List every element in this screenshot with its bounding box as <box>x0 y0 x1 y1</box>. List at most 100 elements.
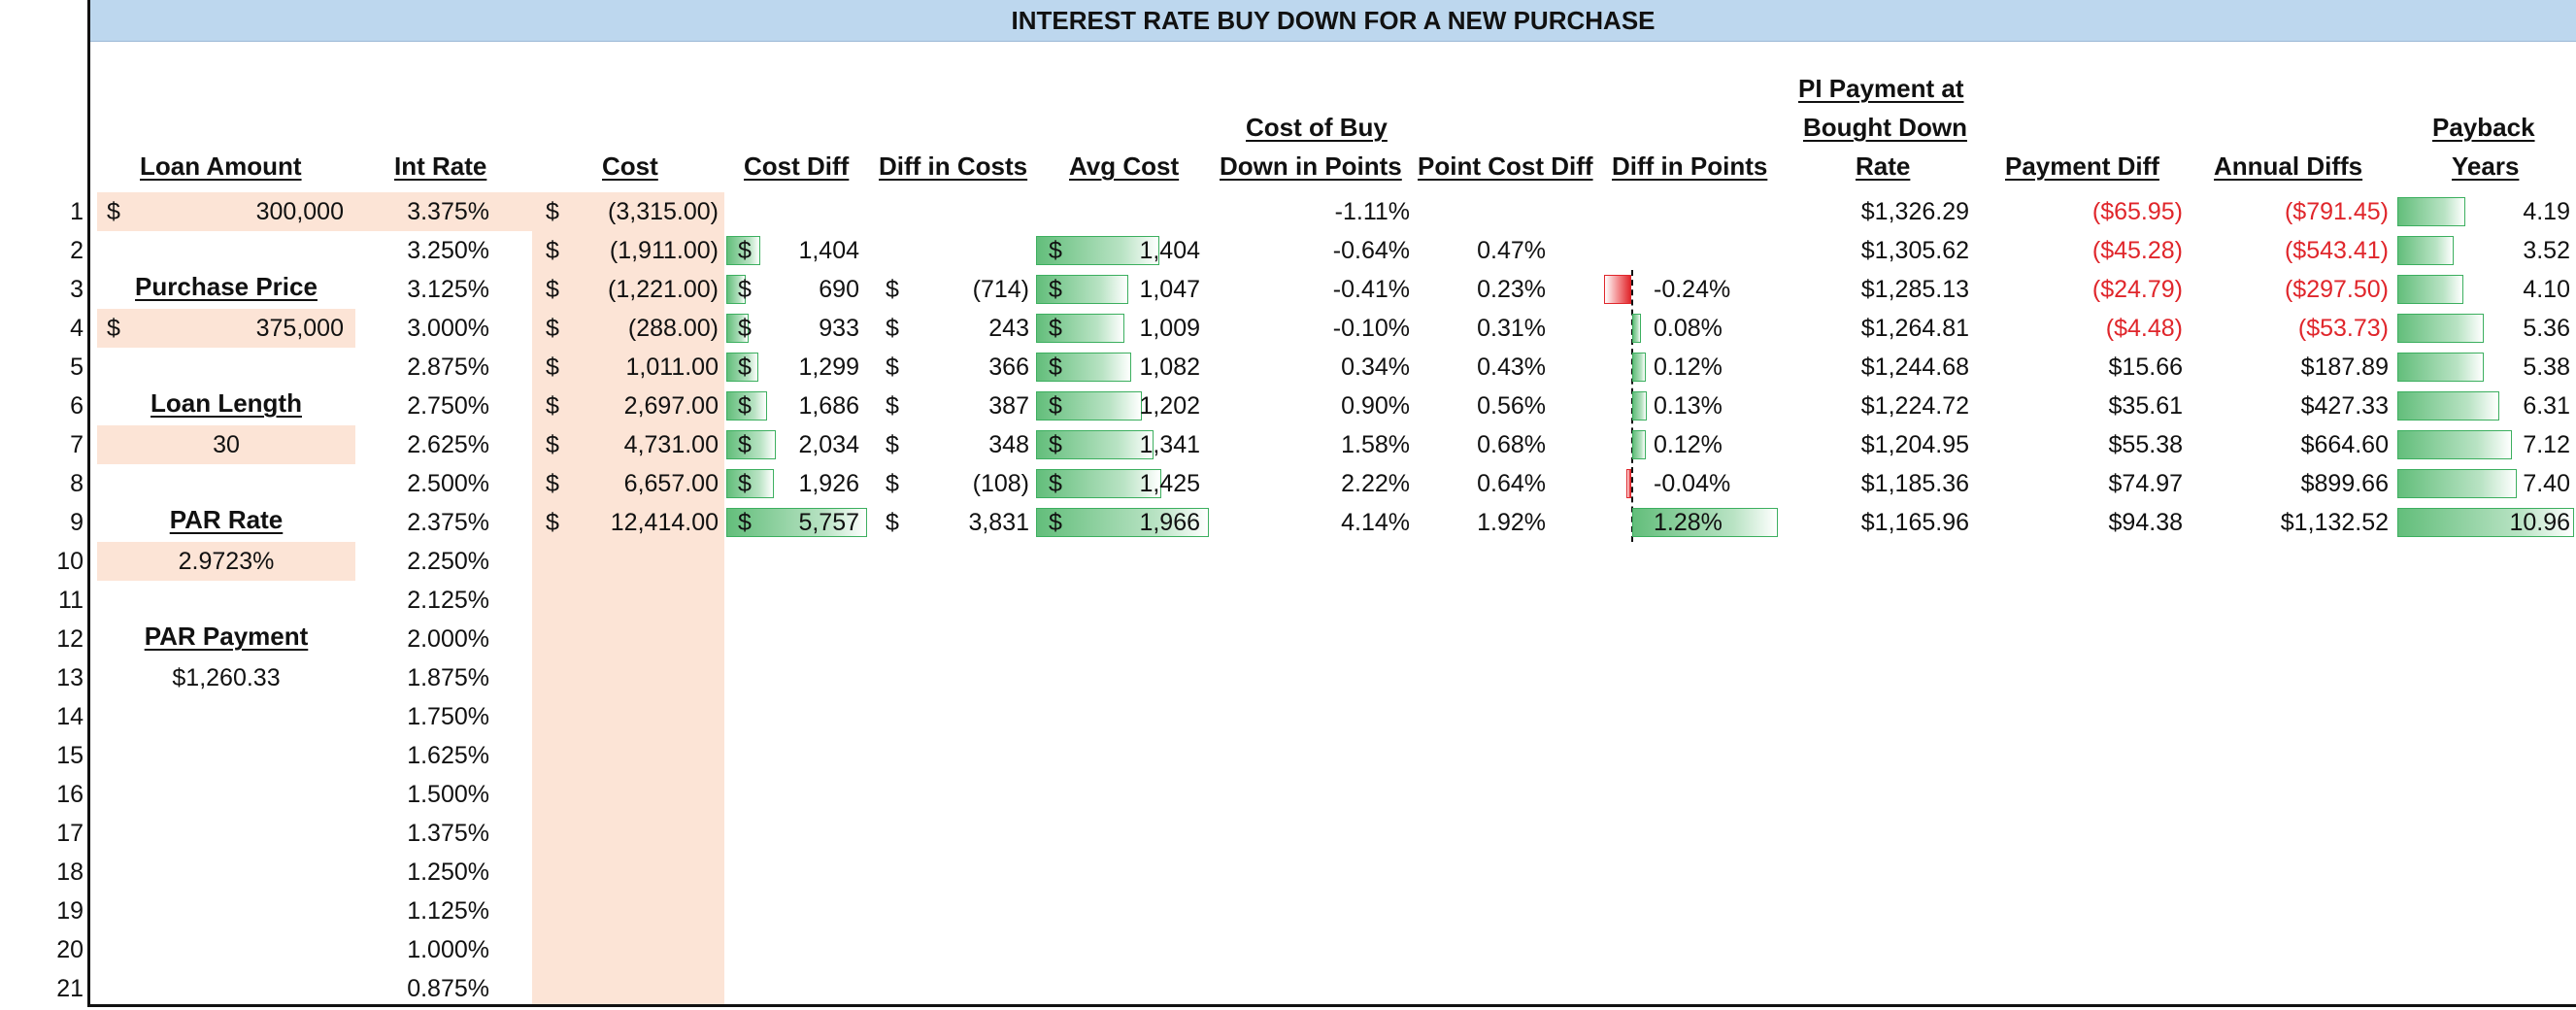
payback-cell[interactable]: 4.19 <box>2523 198 2570 225</box>
purchase-price-value[interactable]: 375,000 <box>255 315 344 342</box>
point-cost-diff-cell[interactable]: 0.43% <box>1477 354 1546 381</box>
payback-cell[interactable]: 5.38 <box>2523 354 2570 381</box>
payment-diff-cell[interactable]: ($4.48) <box>2105 315 2183 342</box>
points-cell[interactable]: -1.11% <box>1334 198 1410 225</box>
diff-in-points-cell[interactable]: 0.13% <box>1654 392 1723 420</box>
header-avg-cost[interactable]: Avg Cost <box>1069 152 1180 181</box>
loan-length-value[interactable]: 30 <box>213 431 240 458</box>
header-pi-payment-2[interactable]: Bought Down <box>1803 113 1967 142</box>
header-payback-1[interactable]: Payback <box>2432 113 2535 142</box>
int-rate-cell[interactable]: 2.000% <box>407 625 489 653</box>
cost-cell[interactable]: 6,657.00 <box>623 470 719 497</box>
pi-payment-cell[interactable]: $1,224.72 <box>1860 392 1969 420</box>
annual-diffs-cell[interactable]: $899.66 <box>2300 470 2389 497</box>
header-payment-diff[interactable]: Payment Diff <box>2005 152 2159 181</box>
row-number[interactable]: 3 <box>70 276 84 303</box>
avg-cost-cell[interactable]: 1,425 <box>1139 470 1200 497</box>
row-number[interactable]: 16 <box>56 781 84 808</box>
pi-payment-cell[interactable]: $1,244.68 <box>1860 354 1969 381</box>
point-cost-diff-cell[interactable]: 1.92% <box>1477 509 1546 536</box>
points-cell[interactable]: 4.14% <box>1341 509 1410 536</box>
annual-diffs-cell[interactable]: $1,132.52 <box>2280 509 2389 536</box>
header-int-rate[interactable]: Int Rate <box>394 152 487 181</box>
row-number[interactable]: 12 <box>56 625 84 653</box>
int-rate-cell[interactable]: 1.500% <box>407 781 489 808</box>
int-rate-cell[interactable]: 2.875% <box>407 354 489 381</box>
row-number[interactable]: 21 <box>56 975 84 1002</box>
row-number[interactable]: 2 <box>70 237 84 264</box>
diff-in-costs-cell[interactable]: (108) <box>972 470 1029 497</box>
row-number[interactable]: 9 <box>70 509 84 536</box>
point-cost-diff-cell[interactable]: 0.56% <box>1477 392 1546 420</box>
cost-cell[interactable]: 12,414.00 <box>610 509 719 536</box>
point-cost-diff-cell[interactable]: 0.47% <box>1477 237 1546 264</box>
avg-cost-cell[interactable]: 1,082 <box>1139 354 1200 381</box>
row-number[interactable]: 11 <box>58 587 84 614</box>
pi-payment-cell[interactable]: $1,305.62 <box>1860 237 1969 264</box>
row-number[interactable]: 7 <box>70 431 84 458</box>
payment-diff-cell[interactable]: $15.66 <box>2108 354 2183 381</box>
cost-diff-cell[interactable]: 1,686 <box>798 392 859 420</box>
sheet-title[interactable]: INTEREST RATE BUY DOWN FOR A NEW PURCHAS… <box>1011 6 1656 35</box>
diff-in-costs-cell[interactable]: 387 <box>988 392 1029 420</box>
row-number[interactable]: 8 <box>70 470 84 497</box>
annual-diffs-cell[interactable]: ($791.45) <box>2284 198 2389 225</box>
annual-diffs-cell[interactable]: $664.60 <box>2300 431 2389 458</box>
pi-payment-cell[interactable]: $1,264.81 <box>1860 315 1969 342</box>
payment-diff-cell[interactable]: $35.61 <box>2108 392 2183 420</box>
point-cost-diff-cell[interactable]: 0.23% <box>1477 276 1546 303</box>
points-cell[interactable]: -0.10% <box>1332 315 1410 342</box>
points-cell[interactable]: 2.22% <box>1341 470 1410 497</box>
int-rate-cell[interactable]: 3.375% <box>407 198 489 225</box>
row-number[interactable]: 5 <box>70 354 84 381</box>
payback-cell[interactable]: 4.10 <box>2523 276 2570 303</box>
int-rate-cell[interactable]: 1.000% <box>407 936 489 963</box>
annual-diffs-cell[interactable]: ($53.73) <box>2297 315 2389 342</box>
avg-cost-cell[interactable] <box>1068 192 1200 231</box>
header-point-cost-diff[interactable]: Point Cost Diff <box>1418 152 1593 181</box>
payback-cell[interactable]: 5.36 <box>2523 315 2570 342</box>
diff-in-costs-cell[interactable] <box>903 231 1029 270</box>
cost-diff-cell[interactable]: 1,404 <box>798 237 859 264</box>
int-rate-cell[interactable]: 2.375% <box>407 509 489 536</box>
int-rate-cell[interactable]: 1.625% <box>407 742 489 769</box>
point-cost-diff-cell[interactable]: 0.64% <box>1477 470 1546 497</box>
diff-in-costs-cell[interactable]: 243 <box>988 315 1029 342</box>
payment-diff-cell[interactable]: $55.38 <box>2108 431 2183 458</box>
header-annual-diffs[interactable]: Annual Diffs <box>2214 152 2363 181</box>
row-number[interactable]: 6 <box>70 392 84 420</box>
diff-in-points-cell[interactable]: -0.24% <box>1654 276 1731 303</box>
annual-diffs-cell[interactable]: ($543.41) <box>2284 237 2389 264</box>
int-rate-cell[interactable]: 2.750% <box>407 392 489 420</box>
diff-in-points-cell[interactable]: -0.04% <box>1654 470 1731 497</box>
avg-cost-cell[interactable]: 1,966 <box>1139 509 1200 536</box>
diff-in-points-cell[interactable]: 0.12% <box>1654 431 1723 458</box>
pi-payment-cell[interactable]: $1,326.29 <box>1860 198 1969 225</box>
cost-cell[interactable]: (1,221.00) <box>608 276 719 303</box>
header-diff-in-costs[interactable]: Diff in Costs <box>879 152 1028 181</box>
pi-payment-cell[interactable]: $1,165.96 <box>1860 509 1969 536</box>
cost-diff-cell[interactable]: 1,299 <box>798 354 859 381</box>
int-rate-cell[interactable]: 2.500% <box>407 470 489 497</box>
payment-diff-cell[interactable]: ($24.79) <box>2091 276 2183 303</box>
int-rate-cell[interactable]: 1.250% <box>407 858 489 886</box>
cost-diff-cell[interactable] <box>757 192 859 231</box>
point-cost-diff-cell[interactable]: 0.68% <box>1477 431 1546 458</box>
int-rate-cell[interactable]: 3.250% <box>407 237 489 264</box>
annual-diffs-cell[interactable]: ($297.50) <box>2284 276 2389 303</box>
cost-diff-cell[interactable]: 5,757 <box>798 509 859 536</box>
pi-payment-cell[interactable]: $1,204.95 <box>1860 431 1969 458</box>
row-number[interactable]: 20 <box>56 936 84 963</box>
payment-diff-cell[interactable]: ($45.28) <box>2091 237 2183 264</box>
header-pi-payment-1[interactable]: PI Payment at <box>1798 74 1964 103</box>
payback-cell[interactable]: 10.96 <box>2509 509 2570 536</box>
diff-in-points-cell[interactable]: 1.28% <box>1654 509 1723 536</box>
points-cell[interactable]: 0.90% <box>1341 392 1410 420</box>
row-number[interactable]: 4 <box>70 315 84 342</box>
header-diff-in-points[interactable]: Diff in Points <box>1612 152 1768 181</box>
cost-diff-cell[interactable]: 933 <box>819 315 859 342</box>
diff-in-points-cell[interactable]: 0.08% <box>1654 315 1723 342</box>
avg-cost-cell[interactable]: 1,404 <box>1139 237 1200 264</box>
int-rate-cell[interactable]: 3.000% <box>407 315 489 342</box>
points-cell[interactable]: -0.41% <box>1332 276 1410 303</box>
